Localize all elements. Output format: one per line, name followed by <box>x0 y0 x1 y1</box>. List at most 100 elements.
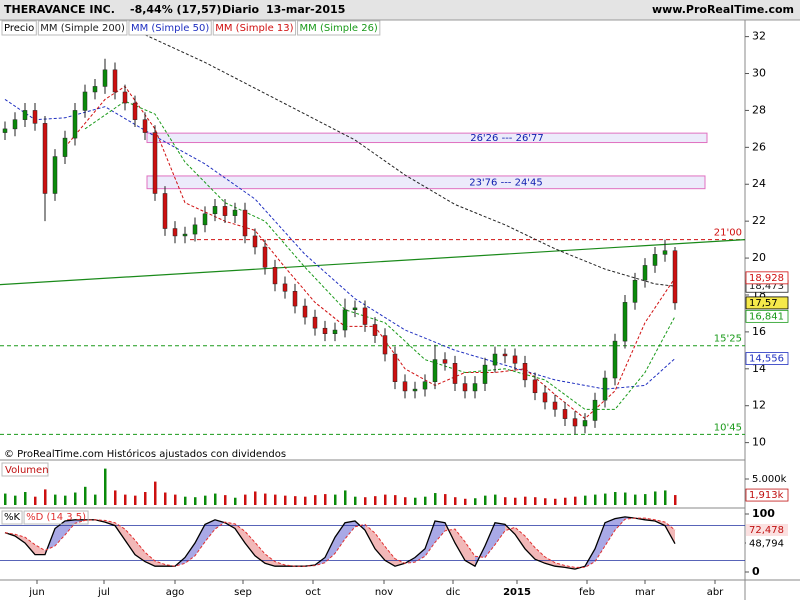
candle-body <box>132 102 138 120</box>
candle-body <box>12 119 18 130</box>
level-label: 21'00 <box>714 228 742 239</box>
candle-body <box>372 324 378 336</box>
value-box <box>745 488 789 502</box>
stoch-band <box>415 548 425 563</box>
value-label: 1,913k <box>749 490 784 501</box>
y-tick-label: 16 <box>752 325 766 338</box>
legend-box <box>128 20 212 36</box>
volume-bar <box>434 493 437 505</box>
legend-entry: %D (14 3 5) <box>26 512 86 523</box>
value-box <box>745 309 789 323</box>
candle-body <box>562 409 568 419</box>
candle-body <box>362 307 368 325</box>
stoch-band <box>375 533 385 561</box>
stoch-band <box>435 520 445 543</box>
candle-body <box>72 110 78 139</box>
volume-bar <box>614 492 617 505</box>
candle-body <box>222 206 228 216</box>
candle-body <box>212 206 218 215</box>
volume-bar <box>154 481 157 505</box>
value-box <box>745 271 789 285</box>
candle-body <box>592 399 598 421</box>
candle-body <box>662 250 668 255</box>
volume-bar <box>104 468 107 505</box>
volume-bar <box>464 498 467 505</box>
volume-bar <box>114 490 117 505</box>
header-bar <box>0 0 800 20</box>
zone <box>146 175 706 190</box>
volume-bar <box>424 496 427 505</box>
y-tick-label: 14 <box>752 362 766 375</box>
value-label: 18,473 <box>749 281 784 292</box>
candle-body <box>32 110 38 124</box>
legend-entry: MM (Simple 13) <box>215 23 293 34</box>
candle-body <box>242 209 248 237</box>
candle-body <box>192 224 198 235</box>
volume-bar <box>274 494 277 505</box>
stoch-band <box>25 537 35 555</box>
y-tick-label: 32 <box>752 30 766 43</box>
stoch-band <box>455 529 465 561</box>
candle-body <box>482 364 488 384</box>
zone-label: 26'26 --- 26'77 <box>470 133 544 144</box>
candle-body <box>652 254 658 266</box>
value-box <box>745 352 789 365</box>
stoch-band <box>535 547 545 564</box>
volume-bar <box>564 497 567 505</box>
stoch-band <box>335 522 345 554</box>
volume-bar <box>144 492 147 505</box>
moving-average <box>84 100 676 410</box>
candle-body <box>272 267 278 285</box>
volume-bar <box>194 497 197 505</box>
volume-bar <box>84 486 87 505</box>
stoch-band <box>595 522 605 562</box>
volume-bar <box>184 496 187 505</box>
candle-body <box>632 279 638 303</box>
stoch-band <box>515 527 525 549</box>
y-tick-label: 12 <box>752 399 766 412</box>
candle-body <box>102 69 108 87</box>
volume-bar <box>54 494 57 505</box>
volume-bar <box>604 493 607 505</box>
period: Diario <box>222 3 260 16</box>
candle-body <box>322 327 328 334</box>
volume-bar <box>514 497 517 505</box>
candle-body <box>432 359 438 382</box>
volume-bar <box>134 495 137 505</box>
legend-entry: Precio <box>4 23 34 34</box>
candle-body <box>282 283 288 292</box>
volume-bar <box>504 497 507 505</box>
candle-body <box>392 353 398 382</box>
candle-body <box>2 128 8 133</box>
volume-bar <box>354 496 357 505</box>
volume-bar <box>94 494 97 505</box>
stoch-band <box>185 542 195 564</box>
x-tick-label: ago <box>166 587 185 598</box>
value-label: 72,478 <box>749 525 784 536</box>
x-tick-label: nov <box>375 587 393 598</box>
stoch-band <box>245 531 255 556</box>
volume-bar <box>584 495 587 505</box>
volume-bar <box>414 497 417 505</box>
candle-body <box>642 265 648 281</box>
change: -8,44% (17,57) <box>130 3 221 16</box>
y-tick-label: 5.000k <box>752 474 787 485</box>
volume-bar <box>314 495 317 505</box>
candle-body <box>152 132 158 194</box>
trendline <box>0 239 746 286</box>
volume-bar <box>534 497 537 505</box>
moving-average <box>144 34 676 287</box>
volume-bar <box>444 494 447 505</box>
candle-body <box>462 383 468 392</box>
candle-body <box>302 305 308 318</box>
candle-body <box>552 401 558 410</box>
candle-body <box>532 379 538 394</box>
value-box <box>746 537 788 550</box>
candle-body <box>142 119 148 133</box>
candle-body <box>82 91 88 111</box>
level-label: 10'45 <box>714 422 742 433</box>
stoch-band <box>505 524 515 535</box>
volume-bar <box>44 489 47 505</box>
volume-bar <box>204 495 207 505</box>
